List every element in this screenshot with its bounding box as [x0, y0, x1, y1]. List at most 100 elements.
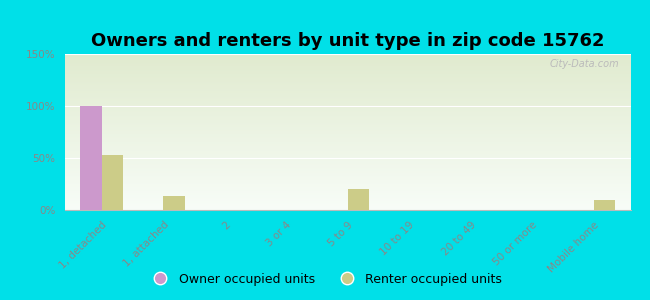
Bar	[65, 100, 630, 101]
Bar	[65, 56, 630, 57]
Bar	[65, 194, 630, 195]
Bar	[65, 90, 630, 91]
Bar	[65, 93, 630, 94]
Bar	[65, 86, 630, 87]
Bar	[65, 59, 630, 60]
Bar	[65, 166, 630, 167]
Bar	[65, 89, 630, 90]
Bar	[65, 80, 630, 81]
Bar	[65, 159, 630, 160]
Bar	[65, 201, 630, 202]
Bar	[65, 126, 630, 127]
Bar	[65, 130, 630, 131]
Bar	[65, 114, 630, 115]
Bar	[65, 116, 630, 117]
Bar	[65, 82, 630, 83]
Bar	[65, 88, 630, 89]
Bar	[65, 171, 630, 172]
Bar	[65, 203, 630, 204]
Bar	[65, 55, 630, 56]
Bar	[65, 102, 630, 103]
Bar	[65, 151, 630, 152]
Bar	[65, 165, 630, 166]
Bar	[65, 191, 630, 192]
Bar	[65, 186, 630, 187]
Bar	[65, 162, 630, 163]
Bar	[65, 99, 630, 100]
Bar	[65, 157, 630, 158]
Bar	[65, 96, 630, 97]
Bar	[65, 132, 630, 133]
Bar	[65, 131, 630, 132]
Bar	[65, 136, 630, 137]
Bar	[65, 179, 630, 180]
Bar	[65, 144, 630, 145]
Bar	[65, 206, 630, 207]
Bar	[65, 120, 630, 121]
Bar	[65, 174, 630, 175]
Bar	[65, 190, 630, 191]
Bar	[65, 62, 630, 63]
Bar	[65, 119, 630, 120]
Bar	[65, 164, 630, 165]
Bar	[65, 125, 630, 126]
Bar	[65, 104, 630, 105]
Bar	[65, 107, 630, 108]
Bar	[65, 204, 630, 205]
Bar	[65, 138, 630, 139]
Bar	[65, 155, 630, 156]
Bar	[65, 97, 630, 98]
Bar	[65, 169, 630, 170]
Bar	[65, 198, 630, 199]
Bar	[65, 133, 630, 134]
Bar	[65, 57, 630, 58]
Bar	[65, 160, 630, 161]
Bar	[163, 196, 185, 210]
Bar	[65, 207, 630, 208]
Bar	[65, 149, 630, 150]
Bar	[65, 79, 630, 80]
Bar	[65, 193, 630, 194]
Bar	[65, 205, 630, 206]
Bar	[65, 199, 630, 200]
Bar	[65, 85, 630, 86]
Bar	[65, 180, 630, 181]
Bar	[65, 152, 630, 153]
Bar	[65, 84, 630, 85]
Bar	[65, 109, 630, 110]
Bar	[65, 94, 630, 95]
Bar	[65, 115, 630, 116]
Bar	[65, 135, 630, 136]
Bar	[65, 83, 630, 84]
Bar	[65, 146, 630, 147]
Bar	[65, 98, 630, 99]
Bar	[65, 54, 630, 55]
Bar	[65, 189, 630, 190]
Bar	[65, 124, 630, 125]
Bar	[65, 141, 630, 142]
Bar	[65, 105, 630, 106]
Bar	[65, 122, 630, 123]
Bar	[65, 92, 630, 93]
Bar	[65, 196, 630, 197]
Bar	[65, 64, 630, 65]
Bar	[65, 177, 630, 178]
Bar	[65, 145, 630, 146]
Bar	[65, 187, 630, 188]
Bar	[65, 63, 630, 64]
Bar	[65, 58, 630, 59]
Title: Owners and renters by unit type in zip code 15762: Owners and renters by unit type in zip c…	[91, 32, 604, 50]
Bar	[65, 195, 630, 196]
Bar	[65, 197, 630, 198]
Bar	[65, 66, 630, 67]
Bar	[65, 147, 630, 148]
Bar	[65, 118, 630, 119]
Bar	[65, 113, 630, 114]
Bar	[65, 71, 630, 72]
Bar	[65, 154, 630, 155]
Bar	[65, 137, 630, 138]
Bar	[65, 168, 630, 169]
Bar	[65, 103, 630, 104]
Bar	[65, 95, 630, 96]
Bar	[65, 91, 630, 92]
